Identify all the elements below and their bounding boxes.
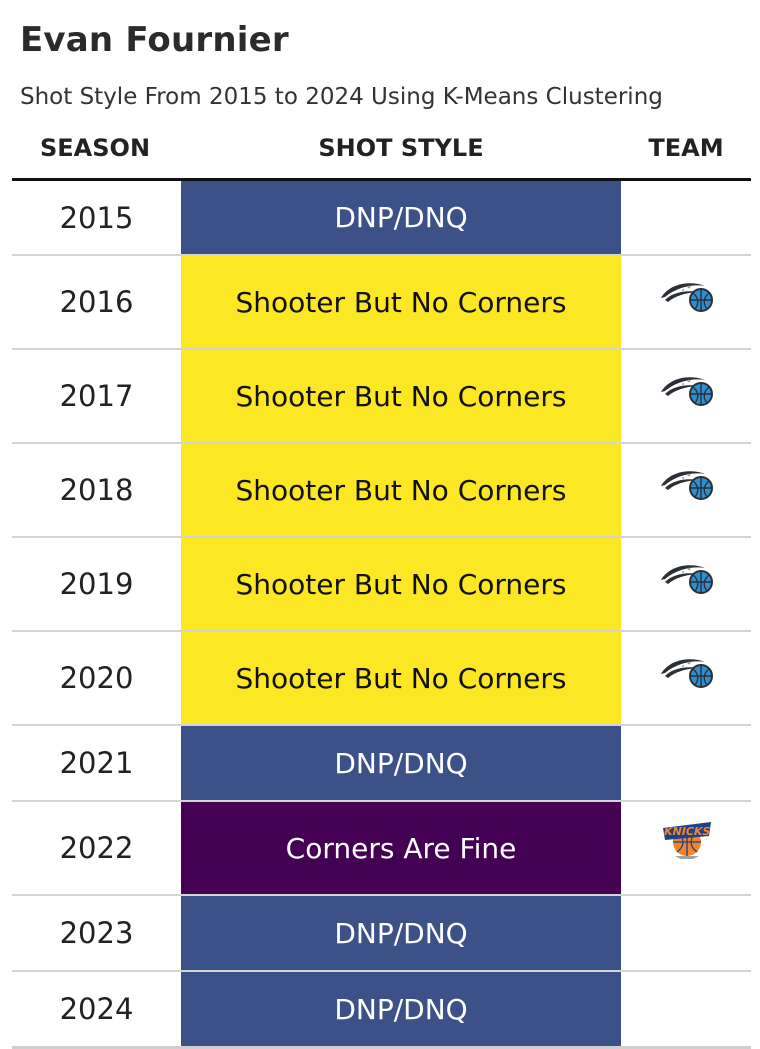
season-cell: 2017 [59,379,134,413]
season-cell: 2016 [59,285,134,319]
magic-logo-icon [659,278,715,314]
shot-style-cell: DNP/DNQ [181,181,621,254]
shot-style-cell: Shooter But No Corners [181,256,621,348]
header-season: SEASON [40,134,151,162]
knicks-logo-icon: KNICKS [659,818,715,860]
team-cell [621,972,751,1046]
shot-style-cell: DNP/DNQ [181,726,621,800]
season-cell: 2023 [59,916,134,950]
header-shot-style: SHOT STYLE [318,134,484,162]
team-cell: KNICKS [621,802,751,894]
table-row: 2022 Corners Are Fine KNICKS [12,802,751,896]
season-cell: 2018 [59,473,134,507]
table-row: 2024 DNP/DNQ [12,972,751,1049]
season-cell: 2019 [59,567,134,601]
magic-logo-icon [659,372,715,408]
team-cell [621,726,751,800]
shot-style-table: 2015 DNP/DNQ 2016 Shooter But No Corners 20… [12,181,751,1049]
table-row: 2020 Shooter But No Corners [12,632,751,726]
svg-text:KNICKS: KNICKS [663,825,712,838]
season-cell: 2015 [59,200,134,235]
table-row: 2019 Shooter But No Corners [12,538,751,632]
table-row: 2021 DNP/DNQ [12,726,751,802]
season-cell: 2022 [59,831,134,865]
shot-style-cell: Corners Are Fine [181,802,621,894]
team-cell [621,256,751,348]
table-row: 2015 DNP/DNQ [12,181,751,256]
chart-subtitle: Shot Style From 2015 to 2024 Using K-Mea… [20,84,663,110]
chart-title: Evan Fournier [20,20,289,60]
header-rule [12,178,751,181]
table-row: 2017 Shooter But No Corners [12,350,751,444]
magic-logo-icon [659,560,715,596]
team-cell [621,538,751,630]
magic-logo-icon [659,654,715,690]
shot-style-cell: Shooter But No Corners [181,350,621,442]
table-row: 2016 Shooter But No Corners [12,256,751,350]
shot-style-cell: Shooter But No Corners [181,538,621,630]
team-cell [621,350,751,442]
team-cell [621,896,751,970]
header-team: TEAM [648,134,724,162]
table-row: 2023 DNP/DNQ [12,896,751,972]
table-row: 2018 Shooter But No Corners [12,444,751,538]
season-cell: 2020 [59,661,134,695]
shot-style-cell: Shooter But No Corners [181,632,621,724]
shot-style-cell: DNP/DNQ [181,896,621,970]
shot-style-cell: Shooter But No Corners [181,444,621,536]
season-cell: 2024 [59,992,134,1026]
shot-style-cell: DNP/DNQ [181,972,621,1046]
team-cell [621,632,751,724]
team-cell [621,444,751,536]
magic-logo-icon [659,466,715,502]
team-cell [621,181,751,254]
season-cell: 2021 [59,746,134,780]
